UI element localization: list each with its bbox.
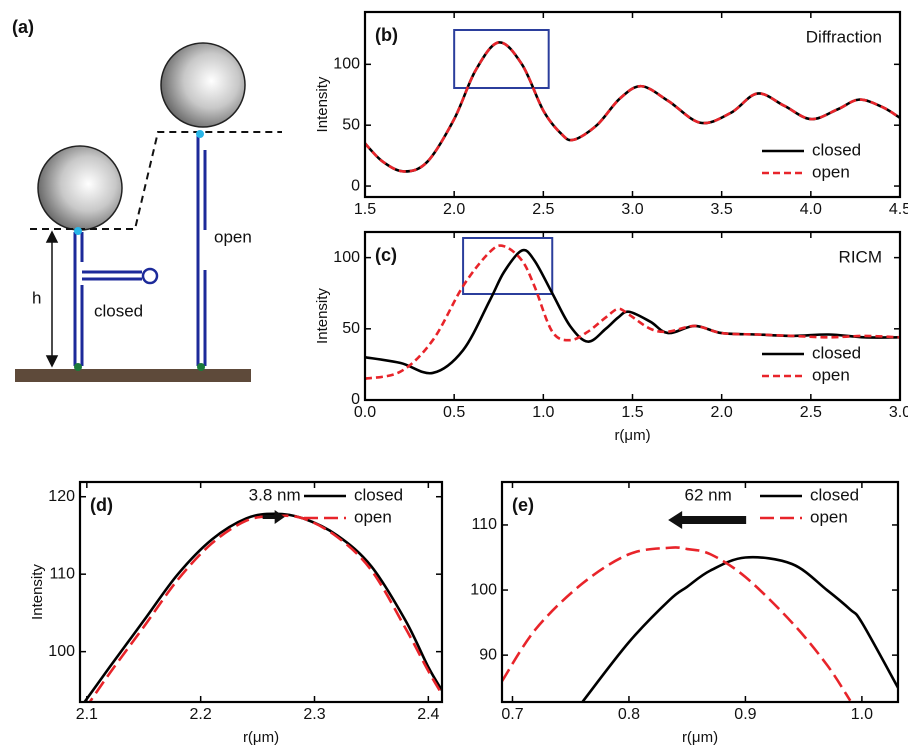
highlight-box (462, 237, 554, 295)
y-axis-label: Intensity (314, 76, 331, 132)
anchor (74, 227, 82, 235)
tether-closed (73, 232, 159, 366)
bead (160, 42, 246, 128)
open-label: open (214, 227, 252, 246)
x-tick-label: 3.0 (621, 201, 643, 218)
y-tick-label: 90 (479, 646, 497, 663)
series-line (83, 512, 442, 702)
legend-label: open (810, 507, 848, 526)
annotation-arrow (668, 511, 747, 529)
anchor (197, 363, 205, 371)
axes-frame (500, 480, 900, 704)
bead (37, 145, 123, 231)
x-tick-label: 0.0 (354, 404, 376, 421)
x-tick-label: 0.7 (501, 706, 523, 723)
x-tick-label: 2.1 (76, 706, 98, 723)
x-tick-label: 2.0 (711, 404, 733, 421)
x-tick-label: 4.5 (889, 201, 908, 218)
annotation: 3.8 nm (249, 485, 301, 504)
x-tick-label: 2.2 (190, 706, 212, 723)
y-tick-label: 50 (342, 116, 360, 133)
x-tick-label: 1.0 (532, 404, 554, 421)
y-tick-label: 100 (333, 56, 360, 73)
legend-label: closed (354, 485, 403, 504)
series-line (365, 41, 900, 173)
y-tick-label: 0 (351, 177, 360, 194)
series-line (88, 514, 442, 702)
y-tick-label: 120 (48, 488, 75, 505)
x-tick-label: 0.8 (618, 706, 640, 723)
x-tick-label: 0.5 (443, 404, 465, 421)
closed-label: closed (94, 301, 143, 320)
legend-label: closed (810, 485, 859, 504)
y-tick-label: 100 (470, 581, 497, 598)
legend-label: closed (812, 140, 861, 159)
axes-frame (78, 480, 444, 704)
x-tick-label: 2.0 (443, 201, 465, 218)
y-tick-label: 110 (49, 565, 75, 582)
height-label: h (32, 288, 41, 307)
x-tick-label: 4.0 (800, 201, 822, 218)
tether-open (196, 135, 207, 366)
height-arrow (45, 230, 59, 368)
panel-label: (e) (512, 495, 534, 515)
x-tick-label: 2.3 (303, 706, 325, 723)
x-tick-label: 2.4 (417, 706, 439, 723)
panel-label: (d) (90, 495, 113, 515)
annotation: 62 nm (685, 485, 732, 504)
series-line (502, 546, 852, 702)
chart-title: RICM (839, 247, 882, 266)
legend-label: open (354, 507, 392, 526)
panel-label: (a) (12, 17, 34, 37)
series-line (581, 555, 898, 702)
anchor (74, 363, 82, 371)
chart-title: Diffraction (806, 27, 882, 46)
x-tick-label: 0.9 (734, 706, 756, 723)
x-axis-label: r(μm) (682, 729, 718, 746)
legend-label: closed (812, 343, 861, 362)
axes-frame (363, 230, 902, 402)
x-axis-label: r(μm) (243, 729, 279, 746)
panel-label: (c) (375, 245, 397, 265)
x-tick-label: 1.5 (354, 201, 376, 218)
surface (15, 369, 251, 382)
annotation-arrow (262, 510, 285, 524)
y-tick-label: 0 (351, 391, 360, 408)
y-tick-label: 100 (48, 643, 75, 660)
y-tick-label: 50 (342, 320, 360, 337)
x-axis-label: r(μm) (614, 427, 650, 444)
y-axis-label: Intensity (29, 564, 46, 620)
highlight-box (453, 29, 550, 89)
y-tick-label: 110 (471, 516, 497, 533)
x-tick-label: 2.5 (800, 404, 822, 421)
height-guide (30, 131, 282, 230)
series-line (365, 244, 900, 380)
panel-label: (b) (375, 25, 398, 45)
axes-frame (363, 10, 902, 199)
anchor (196, 130, 204, 138)
x-tick-label: 2.5 (532, 201, 554, 218)
x-tick-label: 1.0 (851, 706, 873, 723)
y-axis-label: Intensity (314, 288, 331, 344)
x-tick-label: 3.0 (889, 404, 908, 421)
legend-label: open (812, 162, 850, 181)
diagram: (a) h closed open (12, 17, 282, 382)
x-tick-label: 3.5 (711, 201, 733, 218)
legend-label: open (812, 365, 850, 384)
y-tick-label: 100 (333, 249, 360, 266)
x-tick-label: 1.5 (621, 404, 643, 421)
